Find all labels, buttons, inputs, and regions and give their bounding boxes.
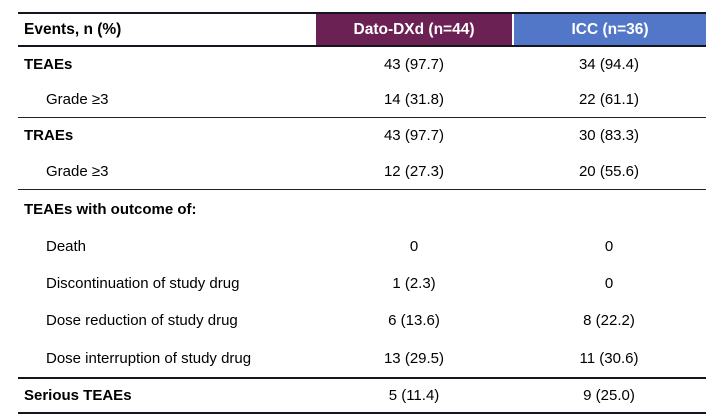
table-row-death: Death 0 0 (18, 228, 706, 265)
icc-value: 9 (25.0) (583, 387, 635, 404)
table-row-discontinuation: Discontinuation of study drug 1 (2.3) 0 (18, 265, 706, 302)
row-label: Serious TEAEs (24, 387, 132, 404)
dato-dxd-value: 43 (97.7) (383, 56, 445, 73)
row-label: TEAEs (24, 56, 73, 73)
icc-value: 34 (94.4) (578, 56, 640, 73)
row-label: Grade ≥3 (46, 91, 109, 108)
dato-dxd-value: 43 (97.7) (383, 127, 445, 144)
icc-value: 0 (604, 275, 614, 292)
icc-column-header: ICC (n=36) (512, 14, 706, 45)
row-label: Dose reduction of study drug (46, 312, 238, 329)
icc-value: 11 (30.6) (579, 349, 639, 367)
dato-dxd-value: 12 (27.3) (383, 162, 445, 180)
icc-value: 0 (604, 238, 614, 255)
adverse-events-table: Events, n (%) Dato-DXd (n=44) ICC (n=36)… (18, 12, 706, 414)
row-label: TEAEs with outcome of: (24, 200, 197, 218)
events-column-header: Events, n (%) (18, 14, 316, 45)
table-row-teaes: TEAEs 43 (97.7) 34 (94.4) (18, 47, 706, 82)
row-label: Death (46, 238, 87, 255)
table-row-traes: TRAEs 43 (97.7) 30 (83.3) (18, 118, 706, 153)
dato-dxd-value: 14 (31.8) (383, 91, 445, 108)
table-row-dose-interruption: Dose interruption of study drug 13 (29.5… (18, 339, 706, 379)
dato-dxd-value: 0 (409, 238, 419, 255)
icc-value: 22 (61.1) (578, 91, 640, 108)
table-row-serious-teaes: Serious TEAEs 5 (11.4) 9 (25.0) (18, 379, 706, 412)
table-row-teaes-grade3: Grade ≥3 14 (31.8) 22 (61.1) (18, 82, 706, 118)
row-label: Discontinuation of study drug (46, 275, 240, 292)
table-row-dose-reduction: Dose reduction of study drug 6 (13.6) 8 … (18, 302, 706, 339)
icc-value: 8 (22.2) (583, 312, 635, 329)
dato-dxd-value: 13 (29.5) (383, 349, 445, 367)
table-row-traes-grade3: Grade ≥3 12 (27.3) 20 (55.6) (18, 153, 706, 190)
dato-dxd-column-header: Dato-DXd (n=44) (316, 14, 512, 45)
dato-dxd-value: 5 (11.4) (388, 387, 440, 404)
row-label: Dose interruption of study drug (46, 349, 252, 367)
icc-value: 30 (83.3) (578, 127, 640, 144)
dato-dxd-value: 1 (2.3) (392, 275, 436, 292)
table-header-row: Events, n (%) Dato-DXd (n=44) ICC (n=36) (18, 14, 706, 47)
icc-value: 20 (55.6) (578, 162, 640, 180)
row-label: Grade ≥3 (46, 162, 109, 180)
table-row-teaes-outcome-header: TEAEs with outcome of: (18, 190, 706, 228)
dato-dxd-value: 6 (13.6) (388, 312, 440, 329)
row-label: TRAEs (24, 127, 74, 144)
